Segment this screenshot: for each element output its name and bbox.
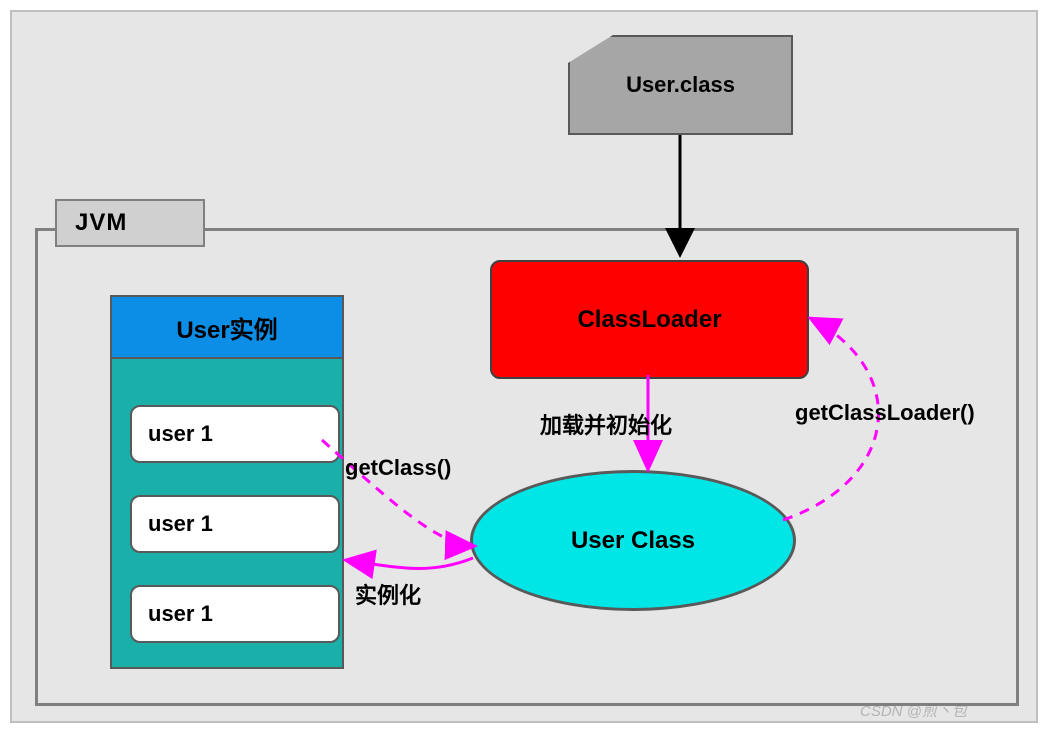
diagram-canvas: User.class JVM User实例 user 1 user 1 user… (0, 0, 1044, 729)
classloader-box: ClassLoader (490, 260, 809, 379)
jvm-label-tab: JVM (55, 199, 205, 247)
classloader-label: ClassLoader (577, 306, 721, 334)
user-class-ellipse: User Class (470, 470, 796, 611)
user-pill-3-label: user 1 (148, 601, 213, 627)
label-instantiate: 实例化 (355, 578, 421, 610)
label-load-init: 加载并初始化 (540, 408, 672, 440)
user-class-label: User Class (571, 527, 695, 555)
user-instance-header: User实例 (112, 297, 342, 359)
user-pill-1-label: user 1 (148, 421, 213, 447)
label-getclass: getClass() (345, 455, 451, 481)
file-label: User.class (626, 72, 735, 98)
user-pill-3: user 1 (130, 585, 340, 643)
user-pill-2: user 1 (130, 495, 340, 553)
label-getclassloader: getClassLoader() (795, 400, 975, 426)
file-user-class: User.class (568, 35, 793, 135)
jvm-label-text: JVM (75, 209, 127, 237)
user-pill-2-label: user 1 (148, 511, 213, 537)
user-instance-header-text: User实例 (176, 310, 277, 345)
watermark: CSDN @煎丶包 (860, 700, 967, 721)
user-pill-1: user 1 (130, 405, 340, 463)
